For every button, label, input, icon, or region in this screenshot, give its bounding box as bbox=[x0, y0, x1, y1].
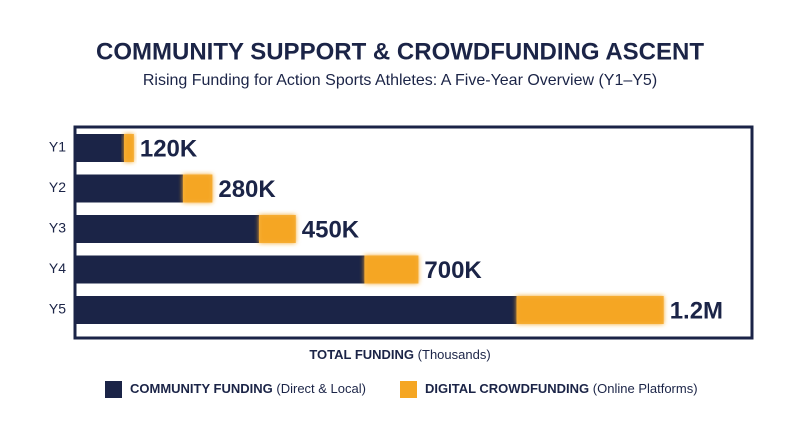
legend-name: COMMUNITY FUNDING bbox=[130, 381, 273, 396]
bar-segment bbox=[75, 134, 125, 162]
legend-entry: DIGITAL CROWDFUNDING (Online Platforms) bbox=[425, 381, 698, 396]
bar-segment bbox=[182, 174, 213, 203]
total-label: 280K bbox=[218, 176, 276, 203]
bar-segment bbox=[75, 215, 259, 243]
y-tick-label: Y5 bbox=[49, 301, 66, 317]
bar-segment bbox=[364, 255, 419, 284]
x-axis-label: TOTAL FUNDING (Thousands) bbox=[309, 347, 490, 362]
y-tick-label: Y3 bbox=[49, 220, 66, 236]
bar-segment bbox=[258, 215, 296, 243]
legend-description: (Direct & Local) bbox=[276, 381, 366, 396]
x-label: TOTAL FUNDING bbox=[309, 347, 414, 362]
total-label: 1.2M bbox=[670, 297, 723, 324]
bar-segment bbox=[516, 296, 664, 324]
bar-segment bbox=[124, 134, 134, 162]
legend-swatch bbox=[105, 381, 122, 398]
chart-subtitle: Rising Funding for Action Sports Athlete… bbox=[143, 72, 657, 89]
y-tick-label: Y4 bbox=[49, 260, 66, 276]
x-label-unit: (Thousands) bbox=[418, 347, 491, 362]
bar-segment bbox=[75, 174, 183, 203]
legend-swatch bbox=[400, 381, 417, 398]
legend-name: DIGITAL CROWDFUNDING bbox=[425, 381, 589, 396]
bar-segment bbox=[75, 255, 365, 284]
total-label: 700K bbox=[424, 257, 482, 284]
y-tick-label: Y1 bbox=[49, 139, 66, 155]
total-label: 450K bbox=[302, 216, 360, 243]
bar-segment bbox=[75, 296, 517, 324]
chart-title: COMMUNITY SUPPORT & CROWDFUNDING ASCENT bbox=[96, 38, 704, 65]
total-label: 120K bbox=[140, 135, 198, 162]
legend-entry: COMMUNITY FUNDING (Direct & Local) bbox=[130, 381, 366, 396]
legend-description: (Online Platforms) bbox=[593, 381, 698, 396]
y-tick-label: Y2 bbox=[49, 179, 66, 195]
